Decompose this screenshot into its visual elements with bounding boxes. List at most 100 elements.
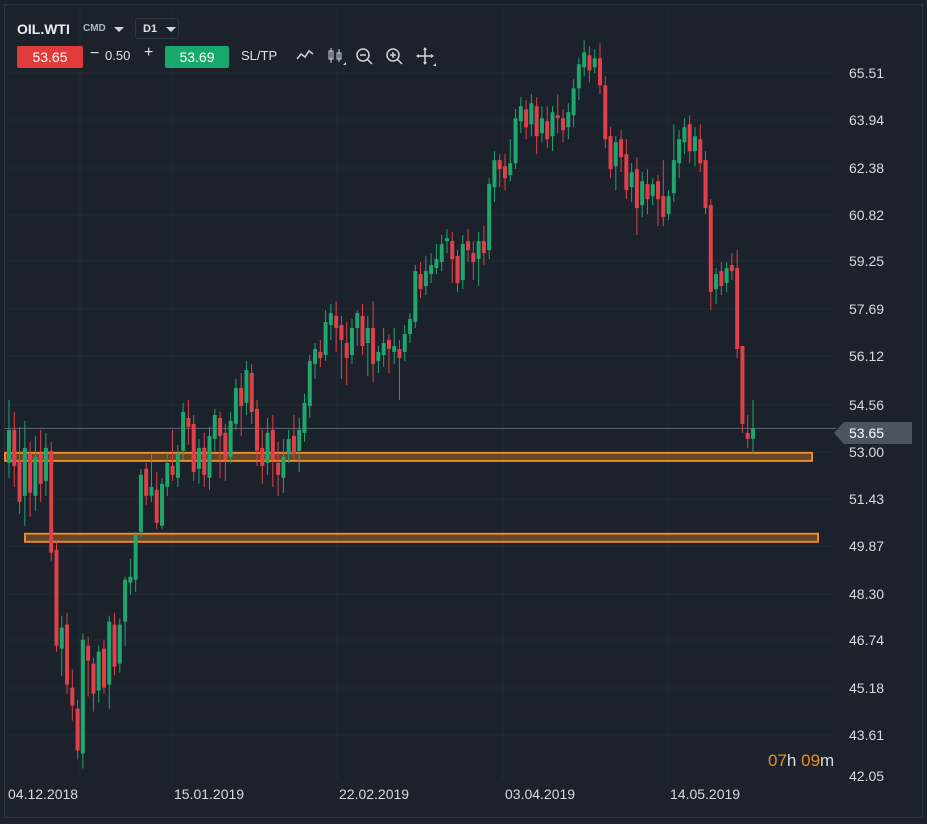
candle-body — [276, 462, 281, 475]
candle-body — [481, 241, 486, 254]
candle-body — [698, 139, 703, 164]
countdown-hours: 07 — [768, 751, 787, 770]
timeframe-label: D1 — [143, 23, 158, 35]
volume-increase-button[interactable]: + — [144, 44, 154, 61]
timeframe-chevron-down-icon[interactable] — [166, 27, 176, 32]
move-icon[interactable] — [414, 45, 436, 67]
candle-body — [735, 268, 740, 349]
candle-body — [212, 414, 217, 439]
countdown-hours-unit: h — [786, 751, 797, 770]
candle-body — [386, 339, 391, 349]
candle-body — [281, 456, 286, 478]
sl-tp-button[interactable]: SL/TP — [241, 48, 278, 63]
candle-body — [381, 342, 386, 355]
candle-body — [54, 549, 59, 646]
countdown-minutes: 09 — [801, 751, 821, 770]
candle-body — [724, 268, 729, 284]
candle-body — [70, 687, 75, 706]
candle-body — [307, 360, 312, 406]
support-level-line — [4, 451, 813, 462]
candle-body — [413, 271, 418, 323]
candle-body — [508, 163, 513, 176]
candlestick-icon[interactable] — [325, 45, 347, 67]
candle-body — [7, 429, 11, 463]
current-price-tag-shape — [834, 422, 912, 444]
candle-body — [291, 435, 296, 454]
current-price-label: 53.65 — [849, 425, 885, 441]
candle-body — [397, 348, 402, 358]
price-label: 53.00 — [849, 444, 885, 460]
candle-body — [17, 459, 22, 502]
timeframe-select[interactable]: D1 — [135, 18, 179, 39]
price-label: 48.30 — [849, 586, 885, 602]
candle-body — [640, 181, 645, 206]
candle-body — [376, 351, 381, 361]
candle-body — [624, 154, 629, 191]
candle-body — [503, 166, 507, 179]
support-level-fill — [6, 453, 811, 460]
price-label: 54.56 — [849, 397, 885, 413]
candle-body — [476, 241, 481, 260]
volume-field[interactable]: 0.50 — [105, 48, 131, 63]
candle-body — [59, 627, 64, 649]
candle-body — [539, 118, 544, 134]
candle-body — [265, 432, 270, 463]
candle-body — [429, 265, 434, 275]
price-label: 46.74 — [849, 632, 885, 648]
candle-body — [117, 624, 122, 664]
candle-body — [692, 136, 697, 152]
candle-body — [597, 58, 602, 86]
symbol-chevron-down-icon[interactable] — [114, 27, 124, 32]
zoom-in-icon[interactable] — [383, 45, 405, 67]
candle-body — [677, 139, 682, 164]
candle-body — [687, 124, 692, 152]
candle-body — [402, 334, 407, 352]
candle-body — [170, 465, 175, 475]
candle-body — [75, 708, 80, 751]
candle-body — [323, 322, 328, 355]
candle-body — [608, 136, 613, 170]
candle-body — [582, 52, 587, 68]
candle-body — [302, 402, 307, 433]
price-label: 65.51 — [849, 65, 885, 81]
candle-body — [460, 244, 465, 281]
date-label: 15.01.2019 — [174, 786, 245, 802]
candle-body — [107, 621, 112, 685]
line-chart-icon[interactable] — [294, 45, 316, 67]
support-level-fill — [26, 534, 817, 541]
candle-body — [487, 184, 492, 251]
candle-body — [365, 328, 370, 343]
candle-body — [371, 328, 376, 364]
candle-body — [33, 456, 38, 496]
candle-body — [128, 576, 133, 583]
candle-body — [740, 345, 745, 424]
candle-countdown: 07h 09m — [768, 751, 834, 771]
candle-body — [529, 103, 534, 125]
price-label: 57.69 — [849, 301, 885, 317]
candle-body — [349, 328, 354, 355]
candle-body — [255, 408, 259, 451]
candle-body — [587, 55, 592, 71]
candle-body — [656, 181, 661, 200]
zoom-out-icon[interactable] — [353, 45, 375, 67]
candle-body — [566, 112, 571, 128]
candle-body — [196, 447, 201, 469]
candle-body — [444, 238, 449, 242]
candle-body — [233, 387, 238, 424]
symbol-label[interactable]: OIL.WTI — [17, 21, 70, 37]
candle-body — [270, 429, 275, 460]
candle-body — [645, 184, 650, 200]
candle-body — [191, 423, 196, 472]
candle-body — [49, 450, 54, 553]
sell-button[interactable]: 53.65 — [17, 46, 83, 68]
candle-body — [328, 313, 333, 326]
price-label: 51.43 — [849, 491, 885, 507]
volume-decrease-button[interactable]: − — [90, 45, 100, 62]
candle-body — [571, 88, 576, 116]
price-label: 49.87 — [849, 538, 885, 554]
candle-body — [101, 648, 106, 688]
buy-button[interactable]: 53.69 — [165, 46, 229, 68]
candle-body — [671, 160, 676, 194]
price-label: 42.05 — [849, 768, 885, 784]
